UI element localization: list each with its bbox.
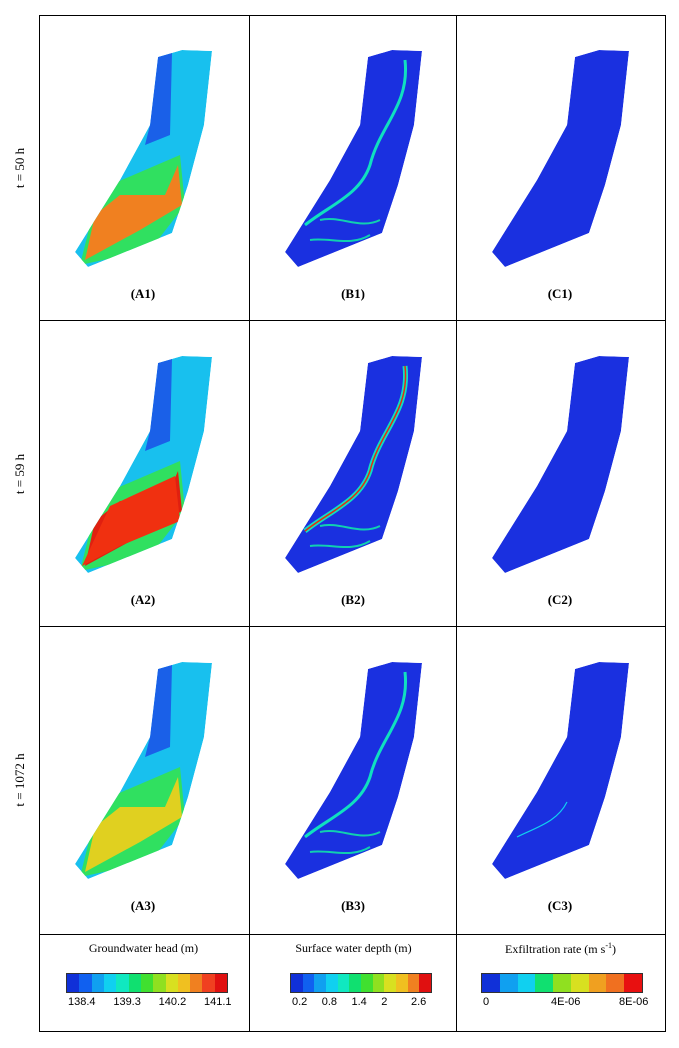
legend-colorbar <box>290 973 432 993</box>
map-panel: (B2) <box>250 321 456 626</box>
panel-label: (C1) <box>547 286 573 301</box>
panel-label: (A2) <box>130 592 156 607</box>
map-field <box>285 356 422 573</box>
row-label-3: t = 1072 h <box>12 753 27 807</box>
map-field <box>492 356 629 573</box>
color-legend: Exfiltration rate (m s-1) 0 4E-06 8E-06 <box>457 935 664 1031</box>
map-field <box>75 356 212 573</box>
legend-tick-label: 8E-06 <box>619 996 649 1008</box>
panel-label: (C2) <box>547 592 573 607</box>
map-field <box>75 50 212 267</box>
panel-label: (B2) <box>341 592 365 607</box>
row-divider <box>39 626 666 627</box>
legend-title: Groundwater head (m) <box>88 941 199 955</box>
legend-tick-label: 138.4 <box>68 996 96 1008</box>
panel-label: (A3) <box>130 898 156 913</box>
map-panel: (A2) <box>40 321 246 626</box>
map-field <box>285 50 422 267</box>
legend-tick-label: 0.8 <box>321 996 338 1008</box>
panel-label: (B1) <box>341 286 365 301</box>
row-label-2: t = 59 h <box>12 453 27 495</box>
legend-tick-label: 0.2 <box>292 996 308 1008</box>
legend-tick-label: 1.4 <box>351 996 367 1008</box>
row-divider <box>39 320 666 321</box>
legend-title: Exfiltration rate (m s-1) <box>505 941 616 956</box>
legend-tick-label: 4E-06 <box>551 996 581 1008</box>
legend-tick-label: 2.6 <box>411 996 427 1008</box>
legend-tick-label: 139.3 <box>113 996 141 1008</box>
panel-label: (A1) <box>130 286 156 301</box>
legend-colorbar <box>481 973 643 993</box>
color-legend: Groundwater head (m) 138.4 139.3 140.2 141.1 <box>40 935 247 1031</box>
map-panel: (C1) <box>457 15 663 320</box>
row-divider <box>39 934 666 935</box>
map-field <box>492 50 629 267</box>
legend-title: Surface water depth (m) <box>295 941 412 955</box>
legend-tick-label: 0 <box>483 996 490 1008</box>
column-divider <box>456 15 457 1032</box>
legend-tick-label: 140.2 <box>158 996 187 1008</box>
map-panel: (C2) <box>457 321 663 626</box>
map-field <box>75 662 212 879</box>
map-panel: (A3) <box>40 627 246 932</box>
map-panel: (B3) <box>250 627 456 932</box>
panel-label: (B3) <box>341 898 365 913</box>
row-label-1: t = 50 h <box>12 147 27 189</box>
map-field <box>285 662 422 879</box>
color-legend: Surface water depth (m) 0.2 0.8 1.4 2 2.6 <box>250 935 457 1031</box>
map-field <box>492 662 629 879</box>
column-divider <box>249 15 250 1032</box>
map-panel: (B1) <box>250 15 456 320</box>
panel-label: (C3) <box>547 898 573 913</box>
map-panel: (A1) <box>40 15 246 320</box>
map-panel: (C3) <box>457 627 663 932</box>
legend-tick-label: 141.1 <box>204 996 232 1008</box>
legend-colorbar <box>66 973 228 993</box>
legend-tick-label: 2 <box>381 996 388 1008</box>
figure-frame <box>39 15 666 1032</box>
